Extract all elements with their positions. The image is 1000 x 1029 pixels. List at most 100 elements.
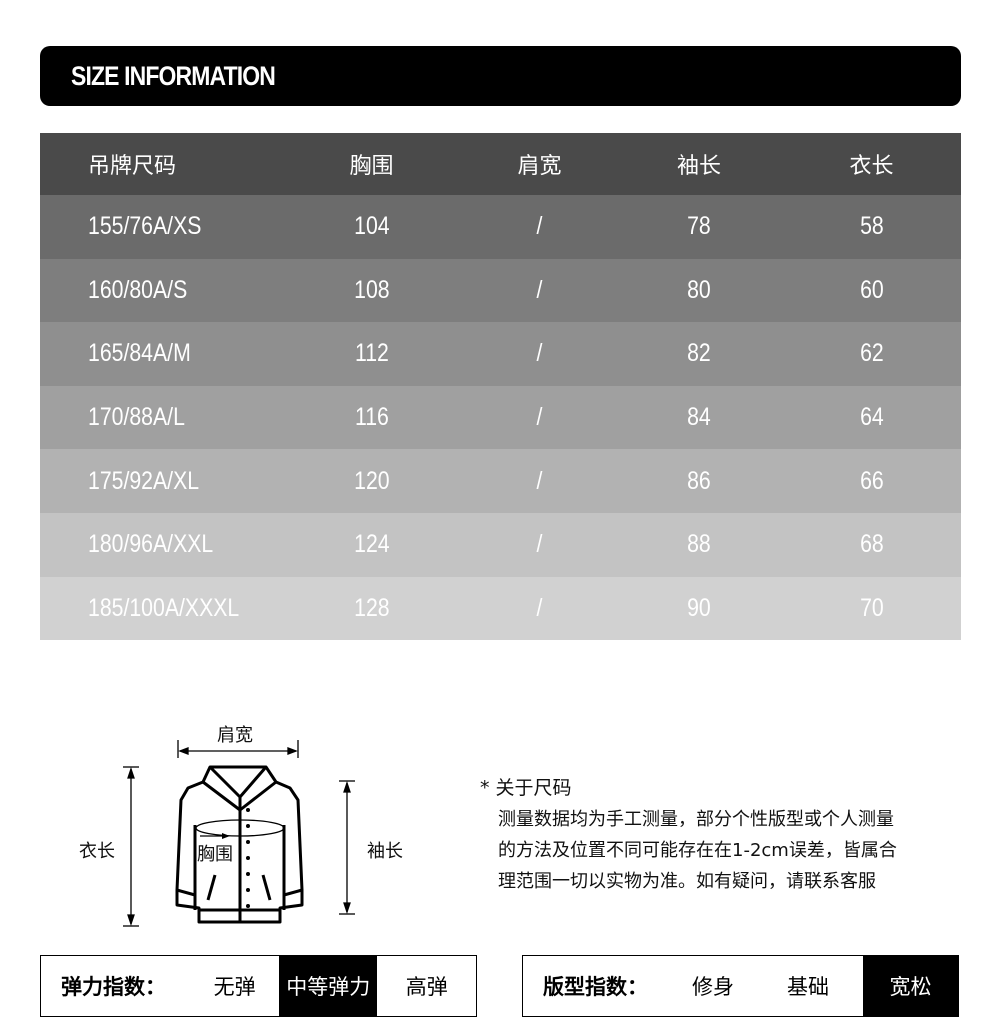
fit-index: 版型指数： 修身 基础 宽松 [522, 955, 959, 1017]
cell-text: 155/76A/XS [88, 212, 202, 241]
table-cell: 64 [782, 403, 961, 432]
header-cell: 胸围 [349, 154, 394, 179]
length-label: 衣长 [79, 841, 115, 862]
cell-text: / [536, 530, 543, 559]
table-cell: 62 [782, 339, 961, 368]
table-cell: / [463, 339, 616, 368]
table-cell: 70 [782, 594, 961, 623]
elasticity-option-medium: 中等弹力 [278, 956, 378, 1016]
table-cell: 155/76A/XS [40, 212, 280, 241]
note-line: 理范围一切以实物为准。如有疑问，请联系客服 [498, 871, 876, 892]
elasticity-option-none: 无弹 [213, 975, 256, 999]
table-header: 吊牌尺码 胸围 肩宽 袖长 衣长 [40, 133, 961, 195]
size-information-banner: SIZE INFORMATION [40, 46, 961, 106]
size-table: 吊牌尺码 胸围 肩宽 袖长 衣长 155/76A/XS 104 / 78 58 160/8… [40, 133, 961, 641]
table-cell: 80 [616, 276, 782, 305]
cell-text: 128 [353, 593, 390, 622]
table-cell: 82 [616, 339, 782, 368]
cell-text: 68 [859, 530, 884, 559]
fit-option-loose: 宽松 [863, 956, 958, 1016]
table-cell: 66 [782, 467, 961, 496]
cell-text: 82 [687, 339, 711, 368]
table-cell: 68 [782, 530, 961, 559]
table-cell: 180/96A/XXL [40, 530, 280, 559]
table-cell: 112 [280, 339, 463, 368]
table-cell: / [463, 467, 616, 496]
table-cell: 108 [280, 276, 463, 305]
cell-text: 60 [859, 275, 884, 304]
cell-text: 180/96A/XXL [88, 530, 214, 559]
table-cell: 160/80A/S [40, 276, 280, 305]
cell-text: 170/88A/L [88, 403, 185, 432]
header-cell: 吊牌尺码 [88, 154, 177, 179]
note-title: * 关于尺码 [480, 777, 572, 799]
table-row: 185/100A/XXXL 128 / 90 70 [40, 576, 961, 641]
table-cell: 116 [280, 403, 463, 432]
cell-text: 58 [859, 212, 884, 241]
cell-text: 90 [687, 593, 711, 622]
table-cell: / [463, 212, 616, 241]
cell-text: / [536, 593, 543, 622]
cell-text: 124 [353, 530, 390, 559]
cell-text: 185/100A/XXXL [88, 593, 240, 622]
cell-text: 108 [353, 275, 390, 304]
cell-text: / [536, 212, 543, 241]
header-cell: 肩宽 [517, 154, 562, 179]
fit-option-regular: 基础 [787, 975, 829, 999]
table-cell: 128 [280, 594, 463, 623]
cell-text: 80 [687, 275, 711, 304]
table-row: 175/92A/XL 120 / 86 66 [40, 449, 961, 513]
cell-text: 160/80A/S [88, 275, 188, 304]
table-cell: / [463, 530, 616, 559]
sleeve-label: 袖长 [367, 841, 403, 862]
header-cell: 衣长 [849, 154, 894, 179]
table-cell: / [463, 403, 616, 432]
cell-text: / [536, 466, 543, 495]
elasticity-index: 弹力指数： 无弹 中等弹力 高弹 [40, 955, 477, 1017]
table-cell: / [463, 594, 616, 623]
note-line: 的方法及位置不同可能存在在1-2cm误差，皆属合 [498, 840, 897, 861]
cell-text: 66 [859, 466, 884, 495]
cell-text: 86 [687, 466, 711, 495]
table-cell: 58 [782, 212, 961, 241]
note-line: 测量数据均为手工测量，部分个性版型或个人测量 [498, 809, 894, 830]
header-cell: 袖长 [676, 154, 721, 179]
fit-option-slim: 修身 [692, 975, 734, 999]
table-cell: 86 [616, 467, 782, 496]
cell-text: 78 [687, 212, 711, 241]
cell-text: 175/92A/XL [88, 466, 200, 495]
table-cell: 88 [616, 530, 782, 559]
table-row: 160/80A/S 108 / 80 60 [40, 258, 961, 323]
cell-text: 70 [859, 593, 884, 622]
table-cell: 120 [280, 467, 463, 496]
table-cell: 90 [616, 594, 782, 623]
size-note: * 关于尺码 测量数据均为手工测量，部分个性版型或个人测量 的方法及位置不同可能… [480, 773, 897, 897]
cell-text: 104 [353, 212, 390, 241]
cell-text: / [536, 403, 543, 432]
table-cell: 175/92A/XL [40, 467, 280, 496]
table-row: 170/88A/L 116 / 84 64 [40, 385, 961, 450]
table-row: 165/84A/M 112 / 82 62 [40, 322, 961, 386]
cell-text: 165/84A/M [88, 339, 191, 368]
cell-text: 62 [859, 339, 884, 368]
table-cell: 170/88A/L [40, 403, 280, 432]
table-row: 155/76A/XS 104 / 78 58 [40, 195, 961, 259]
cell-text: 88 [687, 530, 711, 559]
cell-text: 116 [354, 403, 389, 432]
table-cell: / [463, 276, 616, 305]
cell-text: / [536, 339, 543, 368]
elasticity-option-high: 高弹 [405, 975, 448, 999]
table-cell: 185/100A/XXXL [40, 594, 280, 623]
fit-label: 版型指数： [543, 975, 648, 999]
jacket-measurement-diagram: 肩宽 衣长 胸围 袖长 [60, 710, 420, 940]
cell-text: 84 [687, 403, 711, 432]
shoulder-label: 肩宽 [217, 725, 253, 746]
cell-text: / [536, 275, 543, 304]
table-cell: 60 [782, 276, 961, 305]
jacket-icon [123, 740, 355, 927]
table-cell: 104 [280, 212, 463, 241]
chest-label: 胸围 [197, 844, 233, 865]
cell-text: 120 [353, 466, 390, 495]
table-cell: 124 [280, 530, 463, 559]
table-cell: 84 [616, 403, 782, 432]
